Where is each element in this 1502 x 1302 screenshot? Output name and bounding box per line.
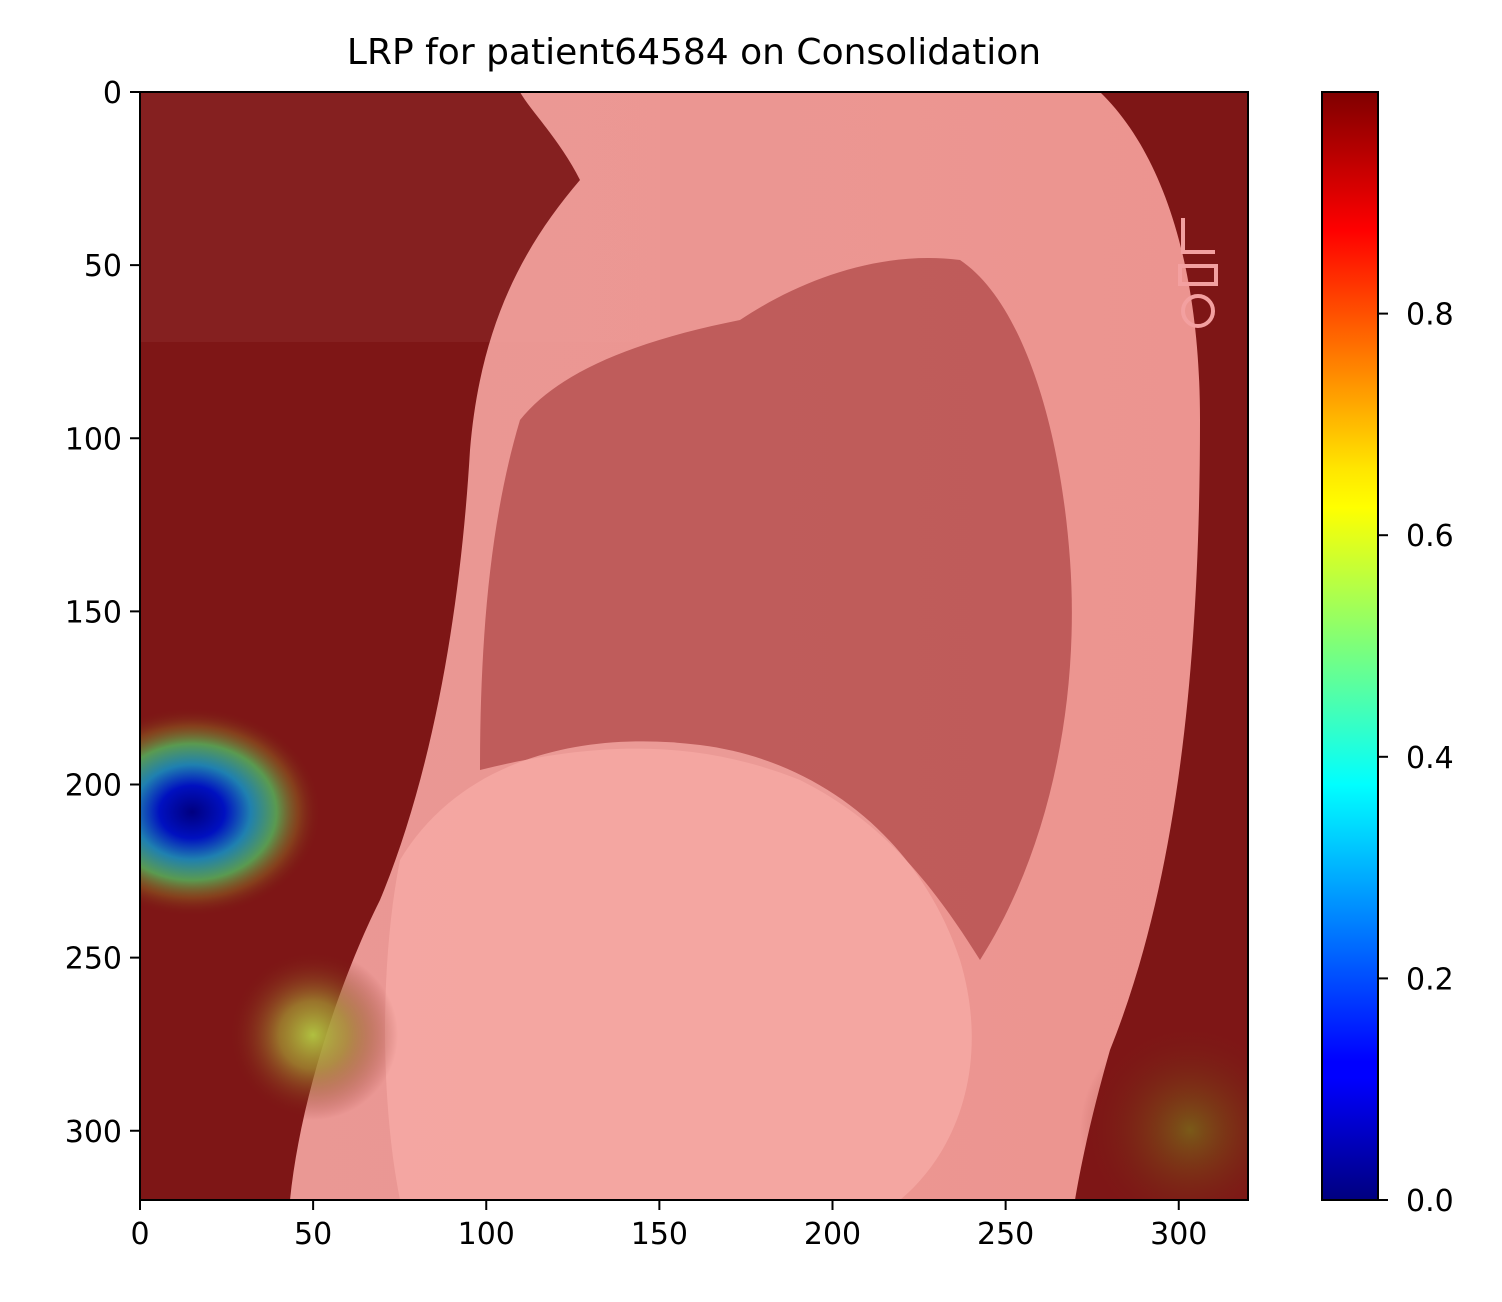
x-tick-label: 0 <box>130 1217 149 1252</box>
y-tick-label: 250 <box>65 942 122 977</box>
colorbar-tick-label: 0.6 <box>1406 519 1454 554</box>
colorbar-tick-label: 0.0 <box>1406 1184 1454 1219</box>
hotspot-green <box>228 950 398 1120</box>
x-tick-label: 50 <box>294 1217 332 1252</box>
y-tick-label: 50 <box>84 249 122 284</box>
x-axis-ticks: 0 50 100 150 200 250 300 <box>130 1200 1207 1252</box>
colorbar-ticks: 0.0 0.2 0.4 0.6 0.8 <box>1378 298 1454 1219</box>
x-tick-label: 150 <box>631 1217 688 1252</box>
colorbar-tick-label: 0.4 <box>1406 741 1454 776</box>
y-tick-label: 300 <box>65 1115 122 1150</box>
colorbar <box>1321 91 1379 1201</box>
xray-lung-region <box>480 258 1072 960</box>
y-tick-label: 200 <box>65 769 122 804</box>
y-tick-label: 0 <box>103 76 122 111</box>
y-tick-label: 100 <box>65 422 122 457</box>
hotspot-olive <box>1080 1020 1248 1200</box>
heatmap-image <box>140 92 1248 1200</box>
x-tick-label: 300 <box>1150 1217 1207 1252</box>
x-tick-label: 250 <box>977 1217 1034 1252</box>
x-tick-label: 200 <box>804 1217 861 1252</box>
x-tick-label: 100 <box>458 1217 515 1252</box>
chart-title: LRP for patient64584 on Consolidation <box>347 32 1041 73</box>
xray-marker <box>1178 218 1218 328</box>
y-axis-ticks: 0 50 100 150 200 250 300 <box>65 76 140 1150</box>
y-tick-label: 150 <box>65 595 122 630</box>
plot-frame <box>139 91 1249 1201</box>
colorbar-tick-label: 0.8 <box>1406 298 1454 333</box>
colorbar-tick-label: 0.2 <box>1406 962 1454 997</box>
hotspot-blue <box>140 707 322 917</box>
